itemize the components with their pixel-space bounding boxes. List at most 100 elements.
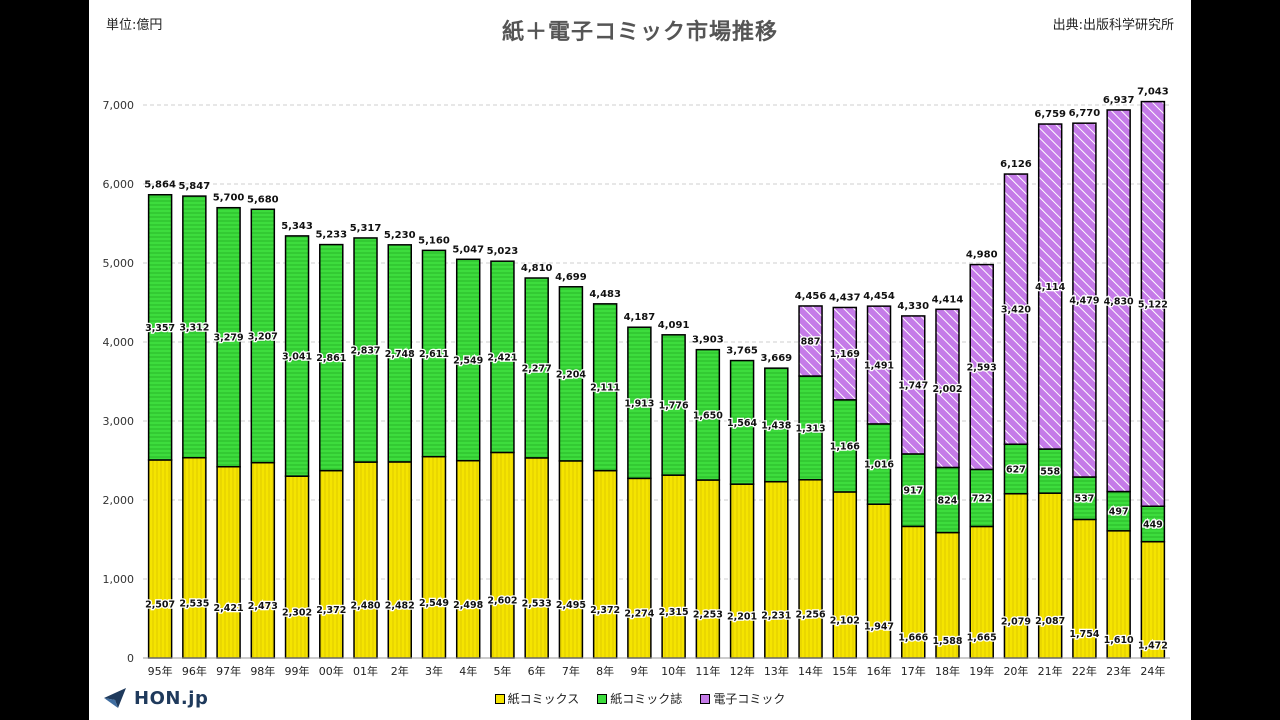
total-label: 4,456 <box>795 291 827 302</box>
chart-legend: 紙コミックス 紙コミック誌 電子コミック <box>0 690 1280 707</box>
data-label: 887 <box>801 337 821 348</box>
total-label: 6,126 <box>1000 159 1032 170</box>
data-label: 1,610 <box>1104 635 1134 646</box>
x-tick-label: 2年 <box>391 664 409 678</box>
total-label: 5,343 <box>281 221 313 232</box>
data-label: 4,114 <box>1035 282 1065 293</box>
x-tick-label: 11年 <box>695 664 720 678</box>
total-label: 5,047 <box>452 244 484 255</box>
bar-segment-digital-comics <box>901 315 926 455</box>
x-tick-label: 24年 <box>1140 664 1165 678</box>
legend-swatch-green <box>597 693 608 704</box>
bar-segment-digital-comics <box>1140 100 1166 507</box>
bar-segment-paper-comics <box>216 465 241 659</box>
total-label: 5,023 <box>487 246 519 257</box>
y-tick-label: 0 <box>127 652 134 665</box>
bar-segment-paper-magazines <box>558 286 584 462</box>
bar-segment-paper-magazines <box>490 260 515 454</box>
bar-segment-paper-comics <box>695 479 721 659</box>
data-label: 1,747 <box>898 380 928 391</box>
data-label: 449 <box>1143 519 1163 530</box>
data-label: 2,549 <box>419 598 449 609</box>
bar-segment-paper-comics <box>729 483 755 659</box>
total-label: 4,187 <box>624 312 656 323</box>
bar-segment-paper-magazines <box>250 208 276 464</box>
x-tick-label: 99年 <box>285 664 310 678</box>
data-label: 1,313 <box>796 423 826 434</box>
y-tick-label: 2,000 <box>103 494 135 507</box>
bar-segment-paper-comics <box>866 503 892 659</box>
bar-segment-digital-comics <box>1037 123 1063 450</box>
bar-segment-paper-magazines <box>764 367 789 483</box>
data-label: 627 <box>1006 464 1026 475</box>
bar-segment-digital-comics <box>1003 173 1029 445</box>
legend-item-digital-comics: 電子コミック <box>700 690 785 707</box>
x-tick-label: 97年 <box>216 664 241 678</box>
data-label: 2,473 <box>248 601 278 612</box>
bar-segment-paper-comics <box>490 451 515 659</box>
bar-segment-paper-comics <box>764 481 789 659</box>
bar-segment-paper-magazines <box>216 206 241 468</box>
data-label: 2,421 <box>487 352 517 363</box>
data-label: 2,535 <box>179 598 209 609</box>
bar-segment-paper-magazines <box>729 359 755 485</box>
bar-segment-digital-comics <box>832 306 858 401</box>
bar-segment-paper-comics <box>1003 493 1029 659</box>
x-tick-label: 23年 <box>1106 664 1131 678</box>
total-label: 5,160 <box>418 235 450 246</box>
data-label: 1,754 <box>1069 629 1099 640</box>
total-label: 7,043 <box>1137 87 1169 98</box>
bar-segment-paper-comics <box>592 469 618 659</box>
x-tick-label: 9年 <box>630 664 648 678</box>
data-label: 2,372 <box>590 605 620 616</box>
bar-segment-digital-comics <box>1106 109 1131 493</box>
x-tick-label: 4年 <box>459 664 477 678</box>
legend-label: 電子コミック <box>713 692 786 706</box>
data-label: 2,421 <box>214 603 244 614</box>
total-label: 3,669 <box>760 353 792 364</box>
data-label: 497 <box>1109 507 1129 518</box>
x-tick-label: 00年 <box>319 664 344 678</box>
unit-label: 単位:億円 <box>106 18 163 33</box>
data-label: 1,666 <box>898 633 928 644</box>
total-label: 4,699 <box>555 272 587 283</box>
bar-segment-paper-comics <box>661 474 686 659</box>
x-tick-label: 16年 <box>867 664 892 678</box>
data-label: 2,495 <box>556 600 586 611</box>
data-label: 3,420 <box>1001 305 1031 316</box>
data-label: 2,253 <box>693 610 723 621</box>
x-tick-label: 14年 <box>798 664 823 678</box>
bar-segment-paper-comics <box>387 461 412 659</box>
bar-segment-paper-comics <box>524 457 549 659</box>
bar-segment-paper-comics <box>627 477 652 659</box>
bar-segment-paper-comics <box>455 459 481 659</box>
x-tick-label: 10年 <box>661 664 686 678</box>
data-label: 3,312 <box>179 322 209 333</box>
x-tick-label: 17年 <box>901 664 926 678</box>
data-label: 4,479 <box>1069 296 1099 307</box>
y-tick-label: 1,000 <box>103 573 135 586</box>
total-label: 5,317 <box>350 223 382 234</box>
data-label: 4,830 <box>1104 296 1134 307</box>
bar-segment-paper-magazines <box>421 249 447 458</box>
bar-segment-paper-magazines <box>455 258 481 462</box>
total-label: 5,230 <box>384 230 416 241</box>
data-label: 3,207 <box>248 331 278 342</box>
data-label: 722 <box>972 493 992 504</box>
bar-segment-paper-magazines <box>353 237 378 463</box>
chart-title: 紙＋電子コミック市場推移 <box>501 20 778 45</box>
bar-segment-digital-comics <box>866 305 892 425</box>
data-label: 2,201 <box>727 612 757 623</box>
bar-segment-digital-comics <box>798 305 823 377</box>
x-tick-label: 21年 <box>1038 664 1063 678</box>
data-label: 824 <box>938 496 958 507</box>
hon-jp-logo-icon <box>104 688 126 708</box>
x-tick-label: 13年 <box>764 664 789 678</box>
data-label: 1,588 <box>932 636 962 647</box>
total-label: 4,414 <box>932 294 964 305</box>
data-label: 2,533 <box>522 598 552 609</box>
x-tick-label: 98年 <box>250 664 275 678</box>
x-tick-label: 6年 <box>528 664 546 678</box>
x-tick-label: 8年 <box>596 664 614 678</box>
